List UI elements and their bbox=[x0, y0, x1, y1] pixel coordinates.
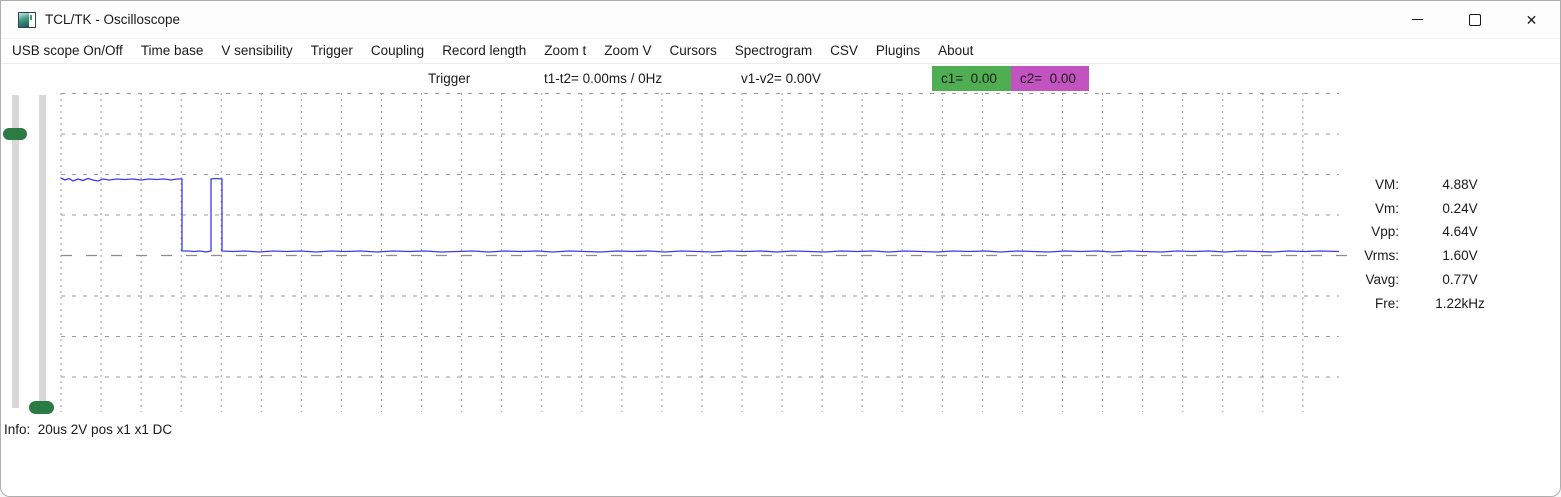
measure-label: Vrms: bbox=[1364, 248, 1399, 264]
menu-v-sensibility[interactable]: V sensibility bbox=[221, 43, 293, 58]
left-slider-2-track[interactable] bbox=[39, 95, 46, 408]
app-icon bbox=[18, 11, 36, 28]
measure-value: 0.24V bbox=[1442, 200, 1478, 216]
window-controls: ✕ bbox=[1389, 1, 1560, 38]
minimize-button[interactable] bbox=[1389, 1, 1446, 38]
measure-value: 0.77V bbox=[1442, 271, 1478, 287]
title-bar: TCL/TK - Oscilloscope ✕ bbox=[1, 1, 1560, 39]
maximize-button[interactable] bbox=[1446, 1, 1503, 38]
menu-bar: USB scope On/Off Time base V sensibility… bbox=[1, 39, 1560, 64]
menu-coupling[interactable]: Coupling bbox=[370, 43, 425, 58]
measurements-panel: VM: 4.88V Vm: 0.24V Vpp: 4.64V Vrms: 1.6… bbox=[1353, 173, 1491, 315]
measure-value: 4.88V bbox=[1442, 177, 1478, 192]
measure-label: Vavg: bbox=[1365, 271, 1399, 287]
measure-value: 4.64V bbox=[1442, 224, 1478, 240]
menu-spectrogram[interactable]: Spectrogram bbox=[734, 43, 813, 58]
menu-plugins[interactable]: Plugins bbox=[875, 43, 921, 58]
menu-cursors[interactable]: Cursors bbox=[669, 43, 717, 58]
info-line: Info: 20us 2V pos x1 x1 DC bbox=[4, 422, 173, 437]
measure-value: 1.22kHz bbox=[1435, 295, 1485, 311]
menu-zoom-v[interactable]: Zoom V bbox=[604, 43, 652, 58]
menu-csv[interactable]: CSV bbox=[830, 43, 858, 58]
menu-zoom-t[interactable]: Zoom t bbox=[544, 43, 587, 58]
status-row: Trigger t1-t2= 0.00ms / 0Hz v1-v2= 0.00V… bbox=[1, 64, 1560, 94]
menu-record-length[interactable]: Record length bbox=[442, 43, 527, 58]
cursor1-badge: c1= 0.00 bbox=[932, 66, 1011, 91]
cursor2-badge: c2= 0.00 bbox=[1011, 66, 1089, 91]
window-title: TCL/TK - Oscilloscope bbox=[45, 12, 181, 27]
left-slider-1-thumb[interactable] bbox=[3, 128, 27, 140]
menu-trigger[interactable]: Trigger bbox=[310, 43, 353, 58]
measure-value: 1.60V bbox=[1442, 248, 1478, 264]
measure-label: VM: bbox=[1374, 177, 1399, 192]
left-slider-1-track[interactable] bbox=[12, 95, 19, 408]
menu-time-base[interactable]: Time base bbox=[140, 43, 204, 58]
close-button[interactable]: ✕ bbox=[1503, 1, 1560, 38]
measure-label: Fre: bbox=[1374, 295, 1399, 311]
menu-about[interactable]: About bbox=[938, 43, 974, 58]
minimize-icon bbox=[1412, 18, 1423, 21]
measure-label: Vm: bbox=[1374, 200, 1399, 216]
measure-label: Vpp: bbox=[1371, 224, 1399, 240]
voltage-cursor-readout: v1-v2= 0.00V bbox=[741, 71, 821, 86]
time-cursor-readout: t1-t2= 0.00ms / 0Hz bbox=[544, 71, 663, 86]
menu-usb-scope-onoff[interactable]: USB scope On/Off bbox=[12, 43, 123, 58]
maximize-icon bbox=[1468, 13, 1481, 26]
left-slider-2-thumb[interactable] bbox=[29, 401, 54, 414]
trigger-status-label: Trigger bbox=[428, 71, 471, 86]
close-icon: ✕ bbox=[1525, 11, 1538, 28]
